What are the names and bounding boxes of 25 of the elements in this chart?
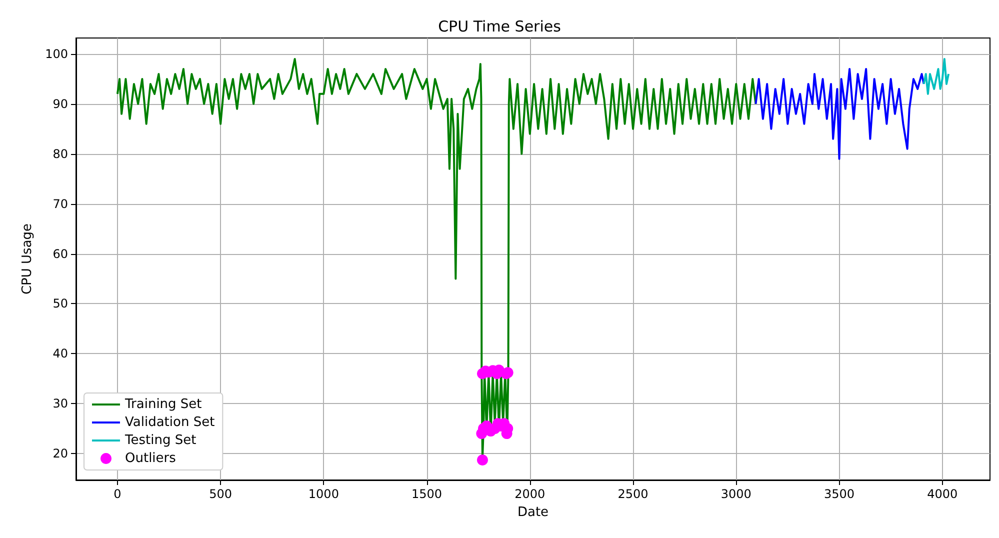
- y-tick-label: 60: [52, 246, 68, 261]
- x-tick-label: 3000: [720, 487, 752, 501]
- y-tick-label: 50: [52, 296, 68, 311]
- y-tick-label: 80: [52, 146, 68, 161]
- x-axis-title: Date: [517, 505, 549, 520]
- chart-title: CPU Time Series: [438, 18, 562, 36]
- y-tick-label: 20: [52, 446, 68, 461]
- legend-label: Validation Set: [125, 415, 215, 430]
- legend-label: Testing Set: [124, 433, 196, 448]
- x-tick-label: 1000: [308, 487, 339, 501]
- y-tick-label: 70: [52, 196, 68, 211]
- x-tick-label: 500: [209, 487, 232, 501]
- legend-label: Training Set: [124, 397, 202, 412]
- x-tick-label: 2000: [514, 487, 546, 501]
- y-tick-label: 100: [45, 46, 68, 61]
- y-tick-label: 30: [52, 396, 68, 411]
- x-tick-label: 4000: [927, 487, 958, 501]
- x-tick-label: 3500: [824, 487, 855, 501]
- x-tick-label: 2500: [618, 487, 648, 501]
- y-tick-label: 90: [52, 96, 68, 111]
- x-tick-label: 1500: [412, 487, 442, 501]
- legend-label: Outliers: [125, 451, 176, 466]
- x-tick-label: 0: [114, 487, 122, 501]
- y-axis-title: CPU Usage: [20, 223, 35, 295]
- y-tick-label: 40: [52, 346, 68, 361]
